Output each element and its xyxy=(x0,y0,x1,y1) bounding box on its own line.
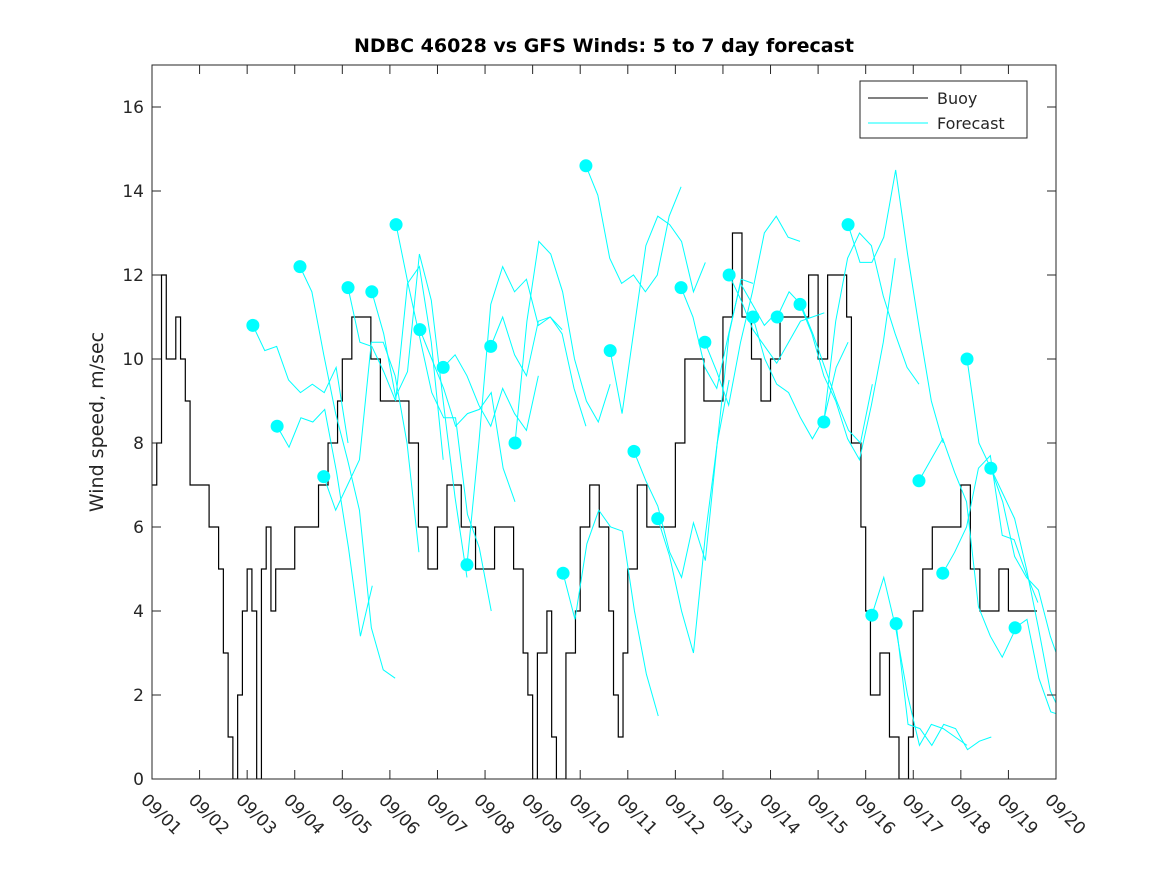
forecast-start-point xyxy=(603,344,617,358)
forecast-line xyxy=(633,379,730,579)
forecast-line xyxy=(752,316,849,440)
forecast-line xyxy=(776,290,873,445)
forecast-start-point xyxy=(746,310,760,324)
legend-box xyxy=(859,80,1028,139)
forecast-start-point xyxy=(793,297,807,311)
legend: Buoy Forecast xyxy=(859,80,1028,139)
y-tick-label: 12 xyxy=(122,266,144,286)
forecast-line xyxy=(466,265,563,565)
forecast-line xyxy=(371,253,468,578)
forecast-start-point xyxy=(317,470,331,484)
forecast-start-point xyxy=(484,339,498,353)
forecast-line xyxy=(895,623,992,751)
forecast-line xyxy=(299,266,396,679)
forecast-start-point xyxy=(579,159,593,173)
forecast-line xyxy=(490,315,587,427)
y-axis-label: Wind speed, m/sec xyxy=(86,332,108,512)
forecast-line xyxy=(704,215,801,408)
forecast-line xyxy=(609,215,706,414)
forecast-start-point xyxy=(365,285,379,299)
y-tick-label: 10 xyxy=(122,350,144,370)
forecast-line xyxy=(871,575,968,747)
forecast-start-point xyxy=(722,268,736,282)
forecast-line xyxy=(942,454,1039,603)
chart-title: NDBC 46028 vs GFS Winds: 5 to 7 day fore… xyxy=(354,35,854,57)
y-tick-label: 6 xyxy=(133,518,144,538)
forecast-start-point xyxy=(508,436,522,450)
forecast-start-point xyxy=(1008,621,1022,635)
axes-box xyxy=(151,64,1057,780)
forecast-line xyxy=(276,408,373,637)
forecast-start-point xyxy=(770,310,784,324)
forecast-start-point xyxy=(865,608,879,622)
forecast-line xyxy=(680,282,777,390)
forecast-line xyxy=(990,468,1056,654)
forecast-start-point xyxy=(817,415,831,429)
forecast-start-point xyxy=(341,281,355,295)
y-tick-label: 2 xyxy=(133,686,144,706)
forecast-line xyxy=(847,169,944,444)
forecast-start-point xyxy=(413,323,427,337)
forecast-line xyxy=(395,224,492,612)
forecast-start-point xyxy=(841,218,855,232)
legend-buoy-label: Buoy xyxy=(937,89,977,108)
forecast-start-point xyxy=(627,444,641,458)
y-tick-label: 16 xyxy=(122,98,144,118)
forecast-line xyxy=(442,353,539,432)
forecast-start-point xyxy=(960,352,974,366)
forecast-line xyxy=(419,329,516,502)
forecast-line xyxy=(562,509,659,717)
forecast-start-point xyxy=(556,566,570,580)
buoy-series-line xyxy=(152,232,1037,779)
legend-forecast-label: Forecast xyxy=(937,114,1005,133)
forecast-line xyxy=(252,325,349,444)
forecast-start-point xyxy=(270,419,284,433)
forecast-start-point xyxy=(389,218,403,232)
forecast-start-point xyxy=(889,617,903,631)
y-tick-label: 8 xyxy=(133,434,144,454)
plot-area xyxy=(152,159,1056,779)
forecast-start-point xyxy=(460,558,474,572)
forecast-line xyxy=(347,265,444,460)
forecast-line xyxy=(918,437,1015,659)
forecast-line xyxy=(514,240,611,444)
forecast-start-point xyxy=(984,461,998,475)
y-tick-label: 0 xyxy=(133,770,144,790)
forecast-line xyxy=(966,358,1056,705)
forecast-start-point xyxy=(651,512,665,526)
forecast-start-point xyxy=(246,318,260,332)
forecast-start-point xyxy=(936,566,950,580)
forecast-line xyxy=(728,274,825,365)
forecast-start-point xyxy=(293,260,307,274)
y-tick-label: 4 xyxy=(133,602,144,622)
forecast-start-point xyxy=(912,474,926,488)
forecast-line xyxy=(585,165,682,293)
forecast-start-point xyxy=(674,281,688,295)
forecast-start-point xyxy=(436,360,450,374)
forecast-start-point xyxy=(698,335,712,349)
forecast-line xyxy=(799,258,896,462)
forecast-line xyxy=(323,341,420,553)
forecast-line xyxy=(1014,618,1056,715)
forecast-line xyxy=(823,232,920,423)
y-tick-label: 14 xyxy=(122,182,144,202)
